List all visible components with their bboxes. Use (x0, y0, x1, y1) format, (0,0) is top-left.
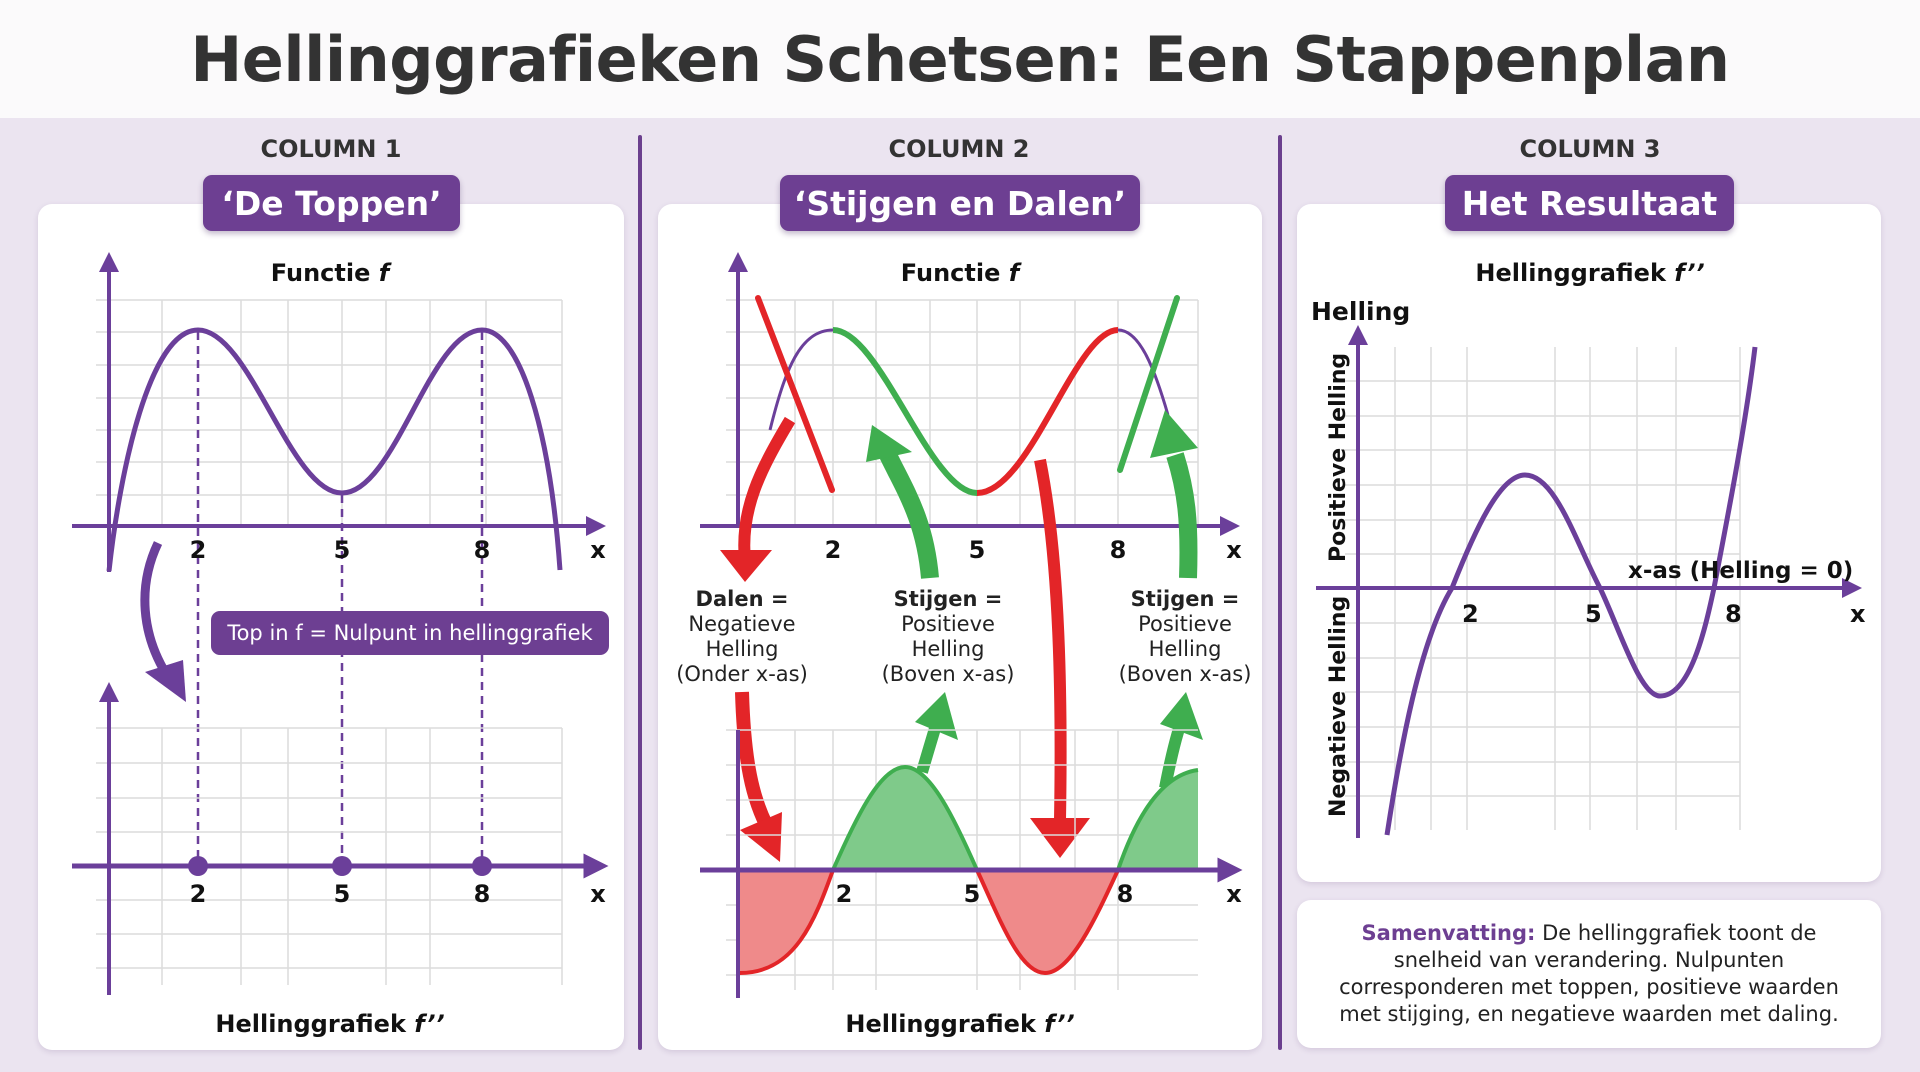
summary-body: De hellinggrafiek toont de snelheid van … (1339, 921, 1839, 1026)
summary-text: Samenvatting: De hellinggrafiek toont de… (1315, 920, 1863, 1028)
column-1-callout: Top in f = Nulpunt in hellinggrafiek (211, 611, 609, 655)
column-divider (638, 135, 642, 1050)
summary-lead: Samenvatting: (1361, 921, 1536, 945)
column-divider (1278, 135, 1282, 1050)
column-2-title-pill: ‘Stijgen en Dalen’ (780, 175, 1140, 231)
column-2-label: COLUMN 2 (888, 135, 1030, 163)
page-header: Hellinggrafieken Schetsen: Een Stappenpl… (0, 0, 1920, 118)
summary-box: Samenvatting: De hellinggrafiek toont de… (1297, 900, 1881, 1048)
page-title: Hellinggrafieken Schetsen: Een Stappenpl… (190, 22, 1730, 96)
column-3-chart-card (1297, 204, 1881, 882)
column-3-label: COLUMN 3 (1519, 135, 1661, 163)
annotation-stijgen-1: Stijgen = Positieve Helling (Boven x-as) (881, 587, 1015, 686)
column-1-title-pill: ‘De Toppen’ (203, 175, 460, 231)
column-1-label: COLUMN 1 (260, 135, 402, 163)
column-3-title-pill: Het Resultaat (1445, 175, 1734, 231)
annotation-stijgen-2: Stijgen = Positieve Helling (Boven x-as) (1118, 587, 1252, 686)
annotation-dalen: Dalen = Negatieve Helling (Onder x-as) (676, 587, 808, 686)
